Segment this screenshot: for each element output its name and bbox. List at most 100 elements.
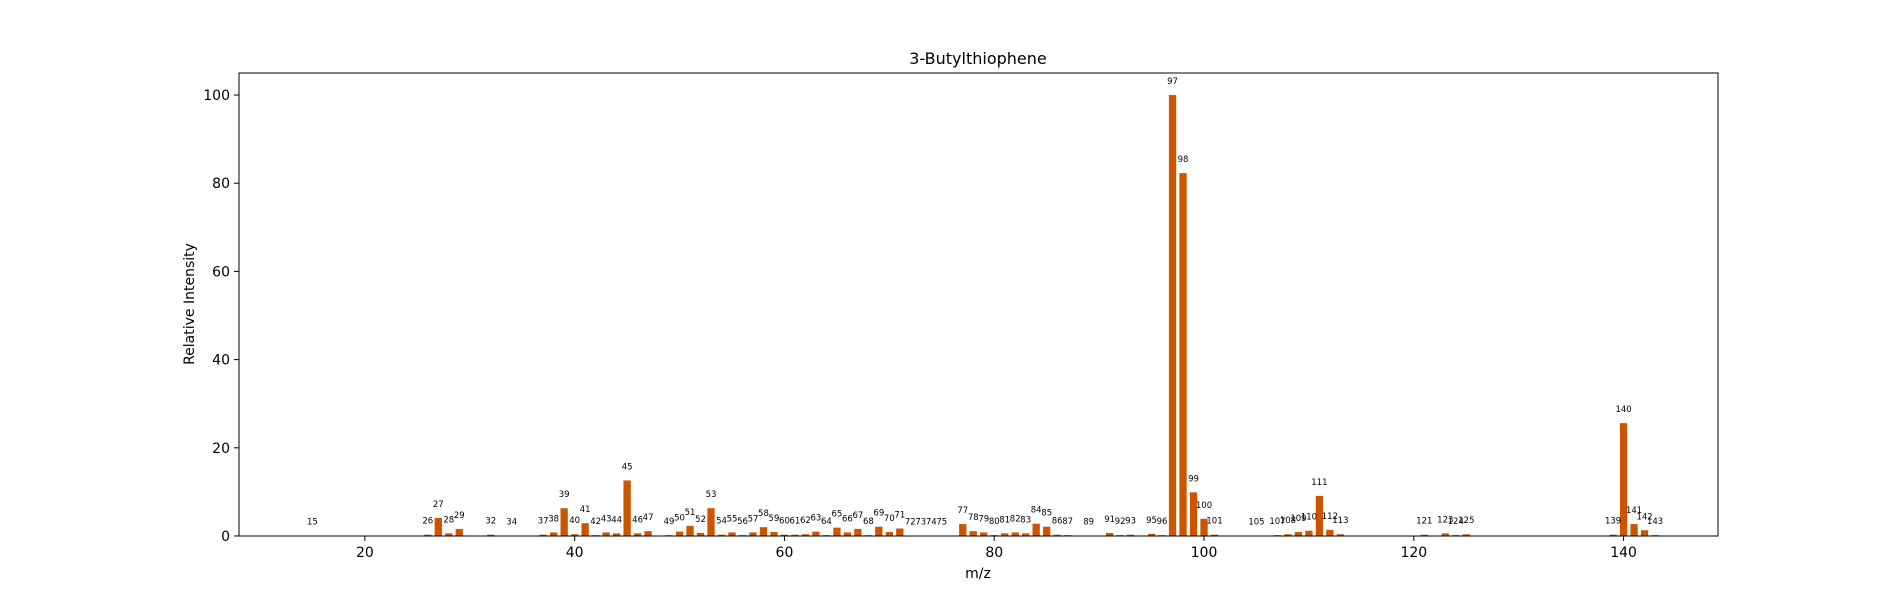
bar <box>623 480 631 536</box>
peak-label: 80 <box>989 517 1000 527</box>
bar <box>1619 423 1628 536</box>
peak-label: 113 <box>1332 516 1348 526</box>
chart-title: 3-Butylthiophene <box>909 49 1046 68</box>
peak-label: 121 <box>1416 517 1432 527</box>
bar <box>602 532 610 536</box>
peak-label: 57 <box>748 514 759 524</box>
peak-label: 78 <box>968 513 979 523</box>
peak-label: 65 <box>831 510 842 520</box>
bar <box>791 534 799 536</box>
peak-label: 84 <box>1031 506 1042 516</box>
bar <box>581 523 589 536</box>
peak-label: 42 <box>590 517 601 527</box>
peak-label: 109 <box>1290 514 1306 524</box>
peak-label: 112 <box>1322 512 1338 522</box>
y-tick-label: 0 <box>221 529 230 545</box>
peak-label: 101 <box>1206 517 1222 527</box>
peak-label: 26 <box>422 517 433 527</box>
bar <box>571 534 579 536</box>
bar <box>843 532 852 536</box>
bar <box>1179 173 1187 536</box>
bar <box>455 528 463 536</box>
peak-label: 34 <box>506 518 517 528</box>
bar <box>885 532 893 536</box>
bar <box>875 526 883 536</box>
peak-label: 68 <box>863 517 874 527</box>
x-tick-label: 20 <box>356 545 374 561</box>
bar <box>728 532 736 536</box>
bar <box>675 531 684 536</box>
bar <box>1189 492 1198 536</box>
peak-label: 49 <box>664 517 675 527</box>
peak-label: 105 <box>1248 518 1264 528</box>
bar <box>560 508 568 536</box>
bars-group <box>308 95 1659 537</box>
peak-label: 95 <box>1146 516 1157 526</box>
bar <box>770 532 778 536</box>
peak-label: 59 <box>769 514 780 524</box>
bar <box>749 532 757 536</box>
bar <box>707 508 715 536</box>
y-tick-label: 100 <box>203 88 230 104</box>
peak-label: 70 <box>884 514 895 524</box>
peak-label: 38 <box>548 514 559 524</box>
peak-label: 66 <box>842 514 853 524</box>
bar <box>1032 523 1040 536</box>
peak-label: 110 <box>1301 513 1317 523</box>
peak-label: 86 <box>1052 517 1063 527</box>
bar <box>1609 534 1617 536</box>
peak-label: 28 <box>443 515 454 525</box>
bar <box>980 532 988 536</box>
bar <box>686 525 694 536</box>
bar <box>487 534 495 536</box>
peak-label: 39 <box>559 490 570 500</box>
peak-label: 71 <box>894 511 905 521</box>
bar <box>434 517 442 536</box>
peak-label: 55 <box>727 514 738 524</box>
bar <box>717 534 726 536</box>
bar <box>696 532 705 536</box>
bar <box>1001 533 1009 536</box>
peak-label: 85 <box>1041 509 1052 519</box>
bar <box>1305 530 1313 536</box>
x-tick-label: 120 <box>1400 545 1427 561</box>
x-tick-label: 40 <box>566 545 584 561</box>
bar <box>801 534 810 536</box>
peak-label: 32 <box>485 517 496 527</box>
peak-label: 15 <box>307 518 318 528</box>
bar <box>812 531 820 536</box>
x-tick-label: 60 <box>776 545 794 561</box>
bar <box>1462 534 1470 536</box>
peak-label: 60 <box>779 517 790 527</box>
peak-label: 83 <box>1020 515 1031 525</box>
peak-label: 98 <box>1178 155 1189 165</box>
x-tick-label: 140 <box>1610 545 1637 561</box>
peak-label: 50 <box>674 514 685 524</box>
peak-label: 61 <box>790 517 801 527</box>
peak-label: 89 <box>1083 518 1094 528</box>
bar <box>1126 534 1135 536</box>
peak-label: 52 <box>695 515 706 525</box>
peak-label: 93 <box>1125 517 1136 527</box>
peak-label: 73 <box>915 518 926 528</box>
peak-label: 69 <box>873 509 884 519</box>
peak-label: 72 <box>905 518 916 528</box>
bar <box>550 532 558 536</box>
peak-label: 82 <box>1010 514 1021 524</box>
peak-label: 123 <box>1437 515 1453 525</box>
bar <box>780 534 789 536</box>
x-axis-label: m/z <box>965 566 991 582</box>
bar <box>1315 495 1324 536</box>
peak-label: 81 <box>999 515 1010 525</box>
peak-label: 47 <box>643 513 654 523</box>
peak-label: 107 <box>1269 517 1285 527</box>
peak-label: 75 <box>936 518 947 528</box>
y-tick-label: 60 <box>212 264 230 280</box>
peak-label: 29 <box>454 511 465 521</box>
bar <box>644 531 652 536</box>
bar <box>1053 534 1061 536</box>
peak-label: 46 <box>632 515 643 525</box>
peak-label: 64 <box>821 517 832 527</box>
y-tick-label: 80 <box>212 176 230 192</box>
bar <box>424 534 432 536</box>
